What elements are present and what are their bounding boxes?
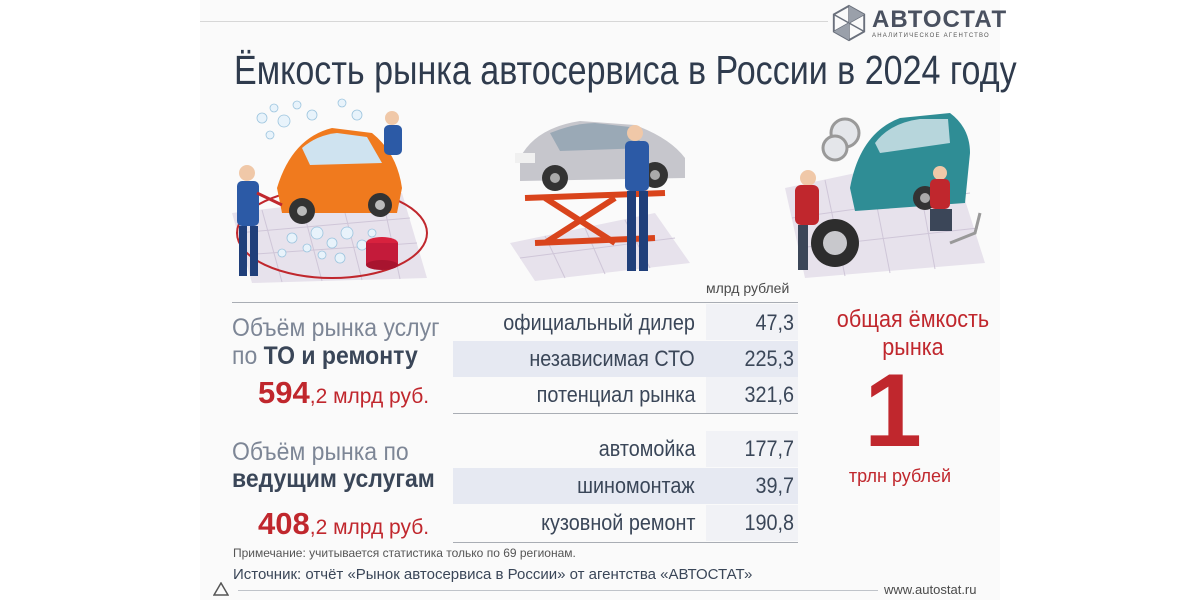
row-shade <box>453 341 798 377</box>
car-wash-illustration <box>232 98 428 283</box>
brand-name: АВТОСТАТ <box>872 6 1008 33</box>
group-1-title-prefix: по <box>232 342 264 370</box>
table-bottom-rule <box>453 542 798 543</box>
footnote: Примечание: учитывается статистика тольк… <box>233 546 576 560</box>
group-1-total-rest: ,2 млрд руб. <box>309 385 430 408</box>
unit-note: млрд рублей <box>706 280 790 296</box>
website-link[interactable]: www.autostat.ru <box>884 582 977 597</box>
car-lift-illustration <box>510 121 690 281</box>
group-2-title-line-2: ведущим услугам <box>232 464 435 495</box>
row-value: 177,7 <box>744 436 794 461</box>
brand-tagline: АНАЛИТИЧЕСКОЕ АГЕНТСТВО <box>872 33 990 39</box>
triangle-icon <box>213 582 229 596</box>
row-label: потенциал рынка <box>536 382 695 407</box>
total-label: общая ёмкость рынка <box>836 306 990 361</box>
row-label: шиномонтаж <box>577 473 695 498</box>
row-value: 321,6 <box>744 382 794 407</box>
group-2-total-big: 408 <box>258 506 310 541</box>
row-label: кузовной ремонт <box>540 510 695 535</box>
group-1-title-line-2: по ТО и ремонту <box>232 341 418 372</box>
group-1-total-big: 594 <box>258 375 310 410</box>
group-2-title-bold: ведущим услугам <box>232 465 435 493</box>
group-divider <box>453 413 798 414</box>
row-value: 190,8 <box>744 510 794 535</box>
value-cell-bg <box>706 505 798 541</box>
group-2-total-rest: ,2 млрд руб. <box>309 516 430 539</box>
group-1-title-bold: ТО и ремонту <box>263 342 418 370</box>
row-value: 39,7 <box>755 473 794 498</box>
row-shade <box>453 468 798 504</box>
value-cell-bg <box>706 377 798 413</box>
tire-service-illustration <box>785 113 985 278</box>
group-1-title-line-1: Объём рынка услуг <box>232 314 440 342</box>
footer-divider <box>238 590 878 591</box>
total-value: 1 <box>864 353 922 469</box>
row-label: независимая СТО <box>529 346 695 371</box>
row-label: официальный дилер <box>503 310 695 335</box>
group-2-total: 408,2 млрд руб. <box>258 506 429 542</box>
row-value: 225,3 <box>744 346 794 371</box>
row-label: автомойка <box>598 436 695 461</box>
total-unit: трлн рублей <box>848 466 952 486</box>
autostat-logo-icon <box>832 4 866 42</box>
group-1-total: 594,2 млрд руб. <box>258 375 429 411</box>
page-title: Ёмкость рынка автосервиса в России в 202… <box>234 47 1017 93</box>
value-cell-bg <box>706 431 798 467</box>
value-cell-bg <box>706 304 798 340</box>
row-value: 47,3 <box>755 310 794 335</box>
header-divider <box>200 21 828 22</box>
source-note: Источник: отчёт «Рынок автосервиса в Рос… <box>233 566 753 583</box>
group-2-title-line-1: Объём рынка по <box>232 438 409 466</box>
table-top-rule <box>232 302 798 303</box>
